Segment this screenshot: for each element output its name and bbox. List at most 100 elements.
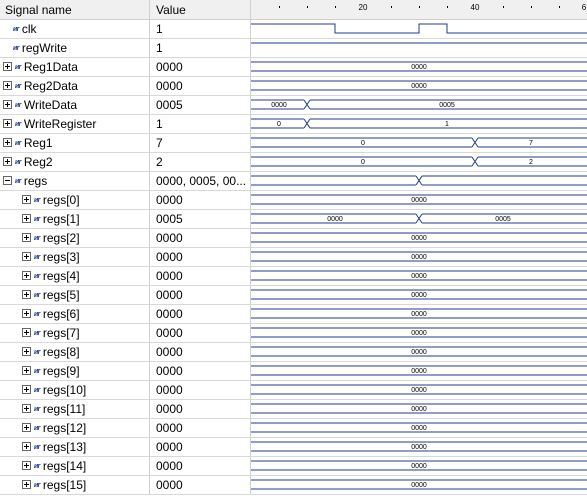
signal-value-cell[interactable]: 0000 [150,267,251,285]
signal-row[interactable]: ᴎr Reg2 2 0 2 [0,153,587,172]
waveform-cell[interactable]: 0000 [251,229,587,247]
expand-icon[interactable] [22,347,31,357]
signal-row[interactable]: ᴎr regs[12] 0000 0000 [0,419,587,438]
signal-name-cell[interactable]: ᴎr regs[5] [0,286,150,304]
signal-name-cell[interactable]: ᴎr Reg1Data [0,58,150,76]
signal-row[interactable]: ᴎr regs[8] 0000 0000 [0,343,587,362]
collapse-icon[interactable] [3,176,12,186]
signal-value-cell[interactable]: 0000, 0005, 00... [150,172,251,190]
signal-value-cell[interactable]: 1 [150,115,251,133]
signal-name-cell[interactable]: ᴎr regs [0,172,150,190]
waveform-cell[interactable]: 0000 0005 [251,210,587,228]
waveform-cell[interactable]: 0000 [251,343,587,361]
signal-value-cell[interactable]: 0005 [150,210,251,228]
signal-name-header[interactable]: Signal name [0,0,150,20]
waveform-cell[interactable]: 0000 [251,324,587,342]
expand-icon[interactable] [3,100,12,110]
signal-name-cell[interactable]: ᴎr clk [0,20,150,38]
signal-value-cell[interactable]: 0000 [150,362,251,380]
signal-row[interactable]: ᴎr regWrite 1 [0,39,587,58]
expand-icon[interactable] [22,366,31,376]
signal-value-cell[interactable]: 0000 [150,381,251,399]
signal-name-cell[interactable]: ᴎr regs[2] [0,229,150,247]
expand-icon[interactable] [22,233,31,243]
signal-value-cell[interactable]: 1 [150,20,251,38]
signal-value-cell[interactable]: 0000 [150,229,251,247]
signal-name-cell[interactable]: ᴎr regWrite [0,39,150,57]
signal-name-cell[interactable]: ᴎr regs[13] [0,438,150,456]
signal-value-cell[interactable]: 0000 [150,286,251,304]
signal-name-cell[interactable]: ᴎr Reg2 [0,153,150,171]
waveform-cell[interactable] [251,39,587,57]
waveform-cell[interactable]: 0000 [251,58,587,76]
signal-value-cell[interactable]: 0000 [150,77,251,95]
expand-icon[interactable] [3,81,12,91]
signal-row[interactable]: ᴎr regs[9] 0000 0000 [0,362,587,381]
expand-icon[interactable] [22,214,31,224]
expand-icon[interactable] [3,62,12,72]
expand-icon[interactable] [22,252,31,262]
signal-row[interactable]: ᴎr regs[11] 0000 0000 [0,400,587,419]
expand-icon[interactable] [22,442,31,452]
signal-name-cell[interactable]: ᴎr regs[14] [0,457,150,475]
signal-row[interactable]: ᴎr regs[2] 0000 0000 [0,229,587,248]
waveform-cell[interactable]: 0000 [251,305,587,323]
expand-icon[interactable] [22,195,31,205]
signal-value-cell[interactable]: 0000 [150,438,251,456]
expand-icon[interactable] [3,138,12,148]
waveform-cell[interactable]: 0000 [251,457,587,475]
signal-value-cell[interactable]: 0000 [150,58,251,76]
waveform-cell[interactable]: 0000 [251,191,587,209]
signal-value-cell[interactable]: 0000 [150,248,251,266]
signal-row[interactable]: ᴎr regs[15] 0000 0000 [0,476,587,495]
expand-icon[interactable] [22,385,31,395]
signal-value-cell[interactable]: 0000 [150,419,251,437]
signal-value-cell[interactable]: 0000 [150,476,251,494]
signal-row[interactable]: ᴎr regs[1] 0005 0000 0005 [0,210,587,229]
expand-icon[interactable] [3,157,12,167]
signal-row[interactable]: ᴎr Reg1 7 0 7 [0,134,587,153]
expand-icon[interactable] [22,404,31,414]
waveform-cell[interactable]: 0000 [251,400,587,418]
signal-value-cell[interactable]: 0000 [150,400,251,418]
signal-value-cell[interactable]: 0005 [150,96,251,114]
signal-row[interactable]: ᴎr regs[13] 0000 0000 [0,438,587,457]
waveform-cell[interactable]: 0000 [251,381,587,399]
waveform-cell[interactable]: 0000 0005 [251,96,587,114]
signal-value-cell[interactable]: 0000 [150,457,251,475]
signal-name-cell[interactable]: ᴎr regs[3] [0,248,150,266]
waveform-cell[interactable]: 0000 [251,438,587,456]
waveform-cell[interactable]: 0000 [251,476,587,494]
waveform-cell[interactable]: 0000 [251,419,587,437]
waveform-cell[interactable]: 0000 [251,362,587,380]
signal-value-cell[interactable]: 0000 [150,305,251,323]
signal-value-cell[interactable]: 1 [150,39,251,57]
expand-icon[interactable] [22,480,31,490]
signal-row[interactable]: ᴎr regs[0] 0000 0000 [0,191,587,210]
signal-row[interactable]: ᴎr regs[5] 0000 0000 [0,286,587,305]
waveform-cell[interactable]: 0000 [251,77,587,95]
signal-name-cell[interactable]: ᴎr regs[6] [0,305,150,323]
waveform-cell[interactable]: 0000 [251,267,587,285]
waveform-cell[interactable] [251,172,587,190]
signal-row[interactable]: ᴎr regs[14] 0000 0000 [0,457,587,476]
signal-row[interactable]: ᴎr regs[4] 0000 0000 [0,267,587,286]
signal-name-cell[interactable]: ᴎr regs[9] [0,362,150,380]
expand-icon[interactable] [22,461,31,471]
signal-name-cell[interactable]: ᴎr Reg1 [0,134,150,152]
value-header[interactable]: Value [150,0,251,20]
signal-row[interactable]: ᴎr WriteRegister 1 0 1 [0,115,587,134]
signal-name-cell[interactable]: ᴎr regs[7] [0,324,150,342]
expand-icon[interactable] [22,328,31,338]
signal-row[interactable]: ᴎr regs[3] 0000 0000 [0,248,587,267]
waveform-cell[interactable]: 0000 [251,248,587,266]
timeline-ruler[interactable]: 20 40 6 [251,0,587,20]
signal-row[interactable]: ᴎr Reg1Data 0000 0000 [0,58,587,77]
signal-name-cell[interactable]: ᴎr regs[15] [0,476,150,494]
signal-name-cell[interactable]: ᴎr regs[11] [0,400,150,418]
waveform-cell[interactable]: 0000 [251,286,587,304]
signal-value-cell[interactable]: 0000 [150,324,251,342]
signal-value-cell[interactable]: 7 [150,134,251,152]
